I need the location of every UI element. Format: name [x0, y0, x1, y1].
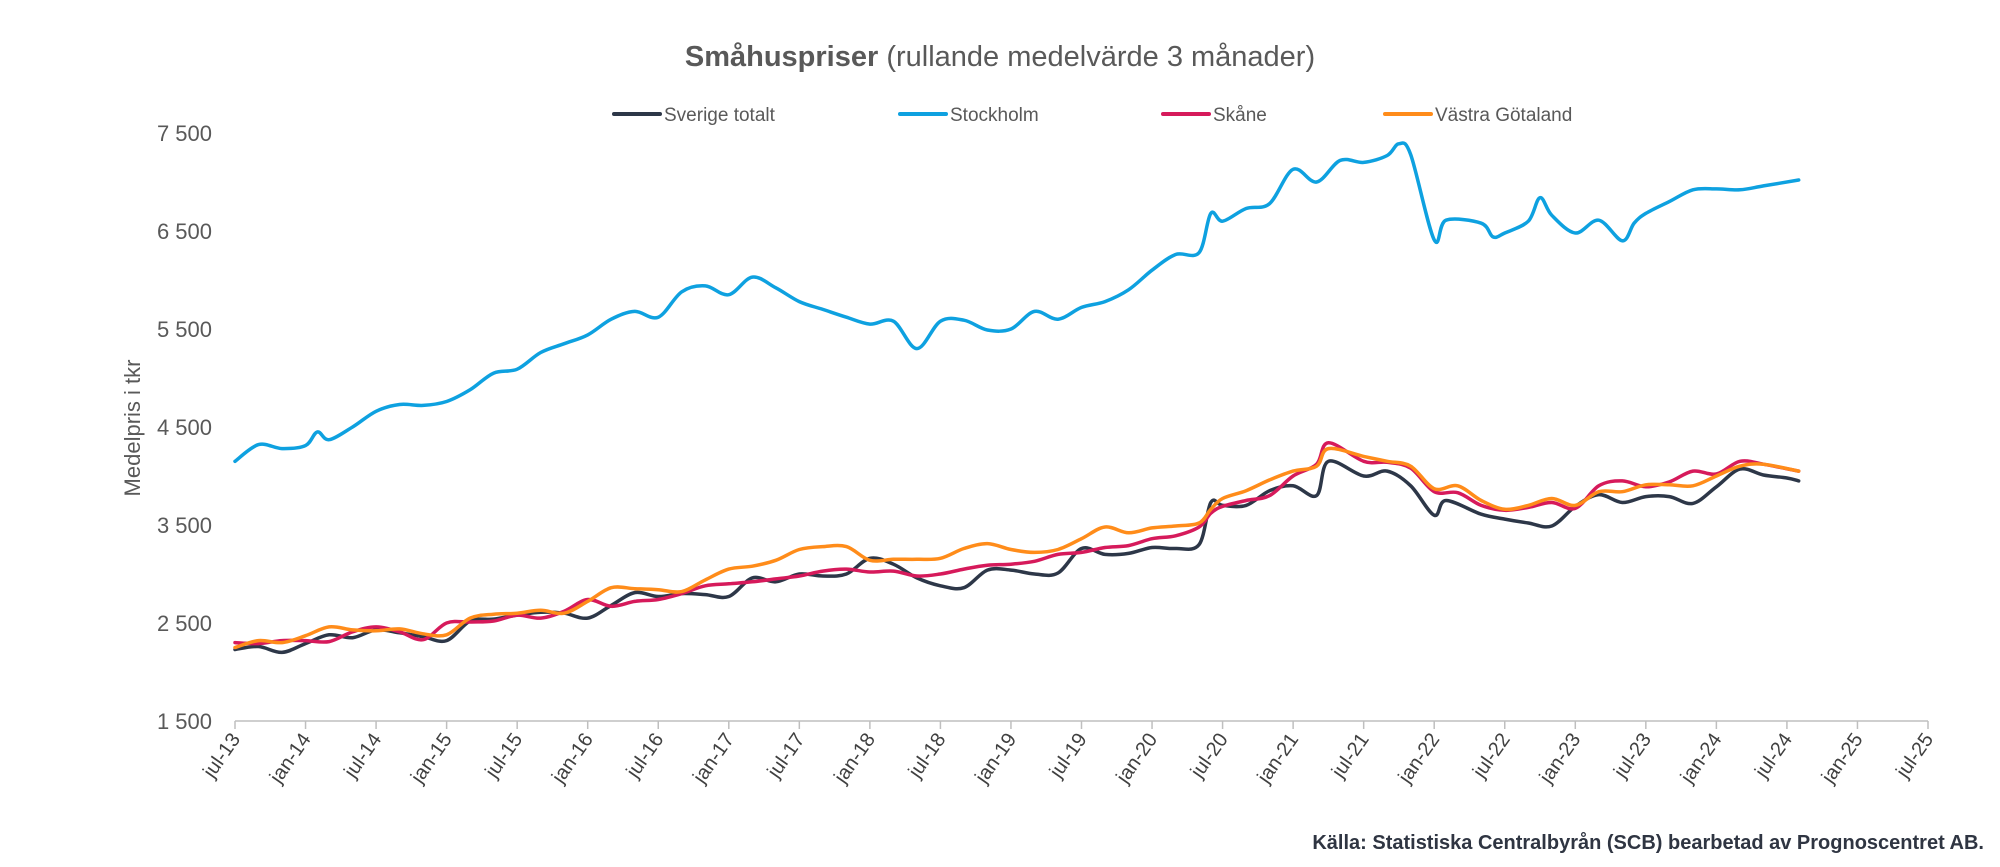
y-tick-label: 6 500 [157, 219, 212, 244]
y-tick-label: 1 500 [157, 709, 212, 734]
chart-title-bold: Småhuspriser [685, 41, 878, 73]
y-tick-label: 3 500 [157, 513, 212, 538]
x-tick-label: jul-20 [1186, 729, 1233, 783]
series-line-sk-ne [233, 440, 1801, 646]
x-tick-label: jan-20 [1112, 729, 1162, 788]
y-tick-label: 2 500 [157, 611, 212, 636]
x-tick-label: jul-22 [1468, 729, 1515, 783]
legend-label-stockholm: Stockholm [950, 105, 1039, 126]
x-tick-label: jan-23 [1535, 729, 1585, 788]
x-tick-label: jul-18 [904, 729, 951, 783]
x-tick-label: jul-25 [1891, 729, 1938, 783]
chart-title: Småhuspriser (rullande medelvärde 3 måna… [685, 41, 1315, 73]
legend-label-sk-ne: Skåne [1213, 105, 1267, 126]
x-tick-label: jul-17 [763, 729, 810, 783]
x-tick-label: jan-22 [1394, 729, 1444, 788]
x-tick-label: jan-19 [971, 729, 1021, 788]
series-line-stockholm [233, 141, 1801, 464]
x-tick-label: jul-15 [481, 729, 528, 783]
x-tick-label: jan-21 [1253, 729, 1303, 788]
x-tick-label: jan-18 [829, 729, 879, 788]
x-tick-label: jul-16 [622, 729, 669, 783]
x-tick-label: jan-15 [406, 729, 456, 788]
series-line-v-stra-g-taland [233, 446, 1801, 650]
x-tick-label: jul-21 [1327, 729, 1374, 783]
y-tick-label: 7 500 [157, 121, 212, 146]
chart-legend: Sverige totalt Stockholm Skåne Västra Götal… [612, 105, 1572, 126]
x-tick-label: jan-17 [688, 729, 738, 788]
x-axis-ticks: jul-13 jan-14 jul-14 jan-15 jul-15 jan-16 jul-… [198, 721, 1938, 788]
series-group [233, 141, 1801, 655]
x-tick-label: jan-25 [1817, 729, 1867, 788]
x-tick-label: jan-24 [1676, 729, 1726, 788]
x-tick-label: jul-24 [1750, 729, 1797, 783]
y-axis-ticks: 1 500 2 500 3 500 4 500 5 500 6 500 7 500 [157, 121, 212, 734]
x-tick-label: jan-16 [547, 729, 597, 788]
y-tick-label: 4 500 [157, 415, 212, 440]
legend-label-sverige-totalt: Sverige totalt [664, 105, 776, 126]
y-tick-label: 5 500 [157, 317, 212, 342]
x-tick-label: jul-19 [1045, 729, 1092, 783]
x-tick-label: jul-14 [340, 729, 387, 783]
y-axis-label: Medelpris i tkr [120, 360, 145, 497]
x-tick-label: jul-23 [1609, 729, 1656, 783]
legend-label-v-stra-g-taland: Västra Götaland [1435, 105, 1572, 126]
x-tick-label: jan-14 [265, 729, 315, 788]
x-tick-label: jul-13 [198, 729, 245, 783]
chart-title-rest: (rullande medelvärde 3 månader) [878, 41, 1315, 73]
source-note: Källa: Statistiska Centralbyrån (SCB) be… [1312, 832, 1984, 854]
